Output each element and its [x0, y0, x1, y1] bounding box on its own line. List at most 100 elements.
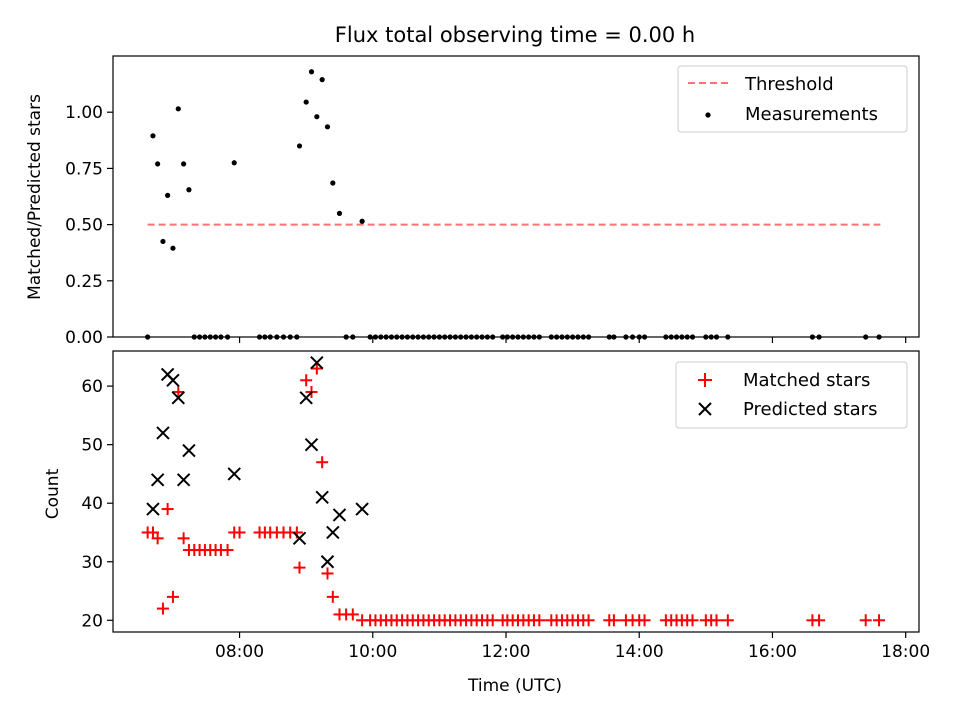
- y-tick-label: 0.75: [65, 159, 103, 179]
- bottom-y-ticks: 20 30 40 50 60: [81, 377, 113, 631]
- matched-star-point: [233, 526, 246, 539]
- x-axis-label: Time (UTC): [467, 676, 562, 696]
- y-tick-label: 20: [81, 611, 103, 631]
- measurement-point: [303, 99, 309, 105]
- predicted-star-point: [310, 356, 324, 370]
- predicted-star-point: [182, 443, 196, 458]
- measurement-point: [165, 192, 171, 198]
- matched-star-point: [172, 385, 185, 398]
- measurement-point: [181, 161, 187, 167]
- matched-star-point: [638, 614, 651, 627]
- measurement-point: [231, 160, 237, 166]
- top-y-axis-label: Matched/Predicted stars: [25, 94, 45, 300]
- x-tick-label: 16:00: [748, 642, 797, 662]
- legend-matched-swatch: [698, 373, 712, 387]
- predicted-star-point: [299, 391, 313, 405]
- matched-star-point: [813, 614, 826, 627]
- predicted-star-point: [156, 426, 170, 440]
- predicted-star-point: [332, 508, 347, 522]
- top-legend-box: [677, 65, 908, 133]
- y-tick-label: 0.50: [65, 216, 103, 236]
- y-tick-label: 0.25: [65, 272, 103, 292]
- matched-star-point: [310, 362, 323, 375]
- predicted-star-point: [150, 473, 165, 487]
- matched-star-point: [316, 456, 329, 469]
- matched-star-point: [859, 614, 872, 627]
- measurement-point: [330, 180, 336, 186]
- legend-predicted-swatch: [698, 402, 712, 416]
- y-tick-label: 0.00: [65, 328, 103, 348]
- measurement-point: [155, 161, 161, 167]
- predicted-star-point: [355, 502, 369, 516]
- measurement-point: [308, 69, 315, 75]
- predicted-star-point: [166, 373, 180, 387]
- matched-star-point: [607, 614, 620, 627]
- predicted-star-point: [171, 391, 185, 405]
- measurement-point: [359, 218, 365, 224]
- matched-star-point: [156, 602, 169, 615]
- x-tick-label: 12:00: [482, 642, 531, 662]
- measurement-point: [150, 133, 156, 139]
- x-tick-label: 10:00: [348, 642, 397, 662]
- bottom-y-axis-label: Count: [43, 468, 63, 519]
- matched-star-point: [346, 608, 359, 621]
- matched-star-point: [326, 590, 339, 603]
- legend-measurements-label: Measurements: [745, 104, 878, 125]
- bottom-plot-marks: [141, 356, 886, 627]
- matched-star-point: [721, 614, 734, 627]
- matched-star-point: [221, 544, 234, 557]
- measurement-point: [324, 124, 331, 130]
- predicted-star-point: [326, 525, 340, 540]
- measurement-point: [170, 245, 176, 251]
- matched-star-point: [161, 503, 174, 516]
- y-tick-label: 60: [81, 377, 103, 397]
- matched-star-point: [321, 567, 334, 580]
- bottom-panel: 20 30 40 50 60 08:00 10:00 12:00 14:00 16:00 18:0…: [43, 350, 930, 696]
- legend-threshold-label: Threshold: [744, 74, 834, 95]
- predicted-star-point: [304, 437, 319, 452]
- y-tick-label: 40: [81, 494, 103, 514]
- top-panel: 0.00 0.25 0.50 0.75 1.00 Matched/Predicted s…: [25, 55, 920, 348]
- top-y-ticks: 0.00 0.25 0.50 0.75 1.00: [65, 103, 113, 348]
- matched-star-point: [151, 532, 164, 545]
- y-tick-label: 50: [81, 436, 103, 456]
- x-tick-label: 14:00: [615, 642, 664, 662]
- measurement-point: [175, 106, 181, 112]
- matched-star-point: [582, 614, 595, 627]
- predicted-star-point: [315, 490, 329, 505]
- bottom-legend-box: [675, 361, 908, 429]
- legend-measurements-swatch: [705, 112, 711, 118]
- matched-star-point: [166, 590, 179, 603]
- matched-star-point: [686, 614, 699, 627]
- matched-star-point: [710, 614, 723, 627]
- bottom-axes-frame: [112, 350, 920, 633]
- predicted-star-point: [227, 467, 241, 481]
- predicted-star-point: [146, 502, 160, 516]
- x-tick-label: 18:00: [881, 642, 930, 662]
- legend-matched-label: Matched stars: [743, 370, 870, 391]
- x-tick-label: 08:00: [215, 642, 264, 662]
- y-tick-label: 30: [81, 553, 103, 573]
- matched-star-point: [300, 374, 313, 387]
- measurement-point: [319, 77, 325, 83]
- y-tick-label: 1.00: [65, 103, 103, 123]
- predicted-star-point: [176, 473, 191, 487]
- figure-title: Flux total observing time = 0.00 h: [335, 23, 695, 47]
- measurement-point: [296, 143, 303, 149]
- top-x-ticks: [238, 337, 907, 343]
- predicted-star-point: [292, 531, 307, 546]
- measurement-point: [314, 114, 320, 120]
- predicted-star-point: [320, 555, 335, 569]
- matched-star-point: [873, 614, 886, 627]
- matched-star-point: [533, 614, 546, 627]
- top-axes-frame: [112, 55, 920, 338]
- legend-predicted-label: Predicted stars: [743, 399, 877, 420]
- bottom-x-ticks: 08:00 10:00 12:00 14:00 16:00 18:00: [215, 632, 930, 662]
- measurement-point: [336, 210, 343, 216]
- top-legend: Threshold Measurements: [677, 65, 908, 133]
- matched-star-point: [177, 532, 190, 545]
- bottom-legend: Matched stars Predicted stars: [675, 361, 908, 429]
- measurement-point: [160, 238, 166, 245]
- measurement-point: [186, 187, 192, 193]
